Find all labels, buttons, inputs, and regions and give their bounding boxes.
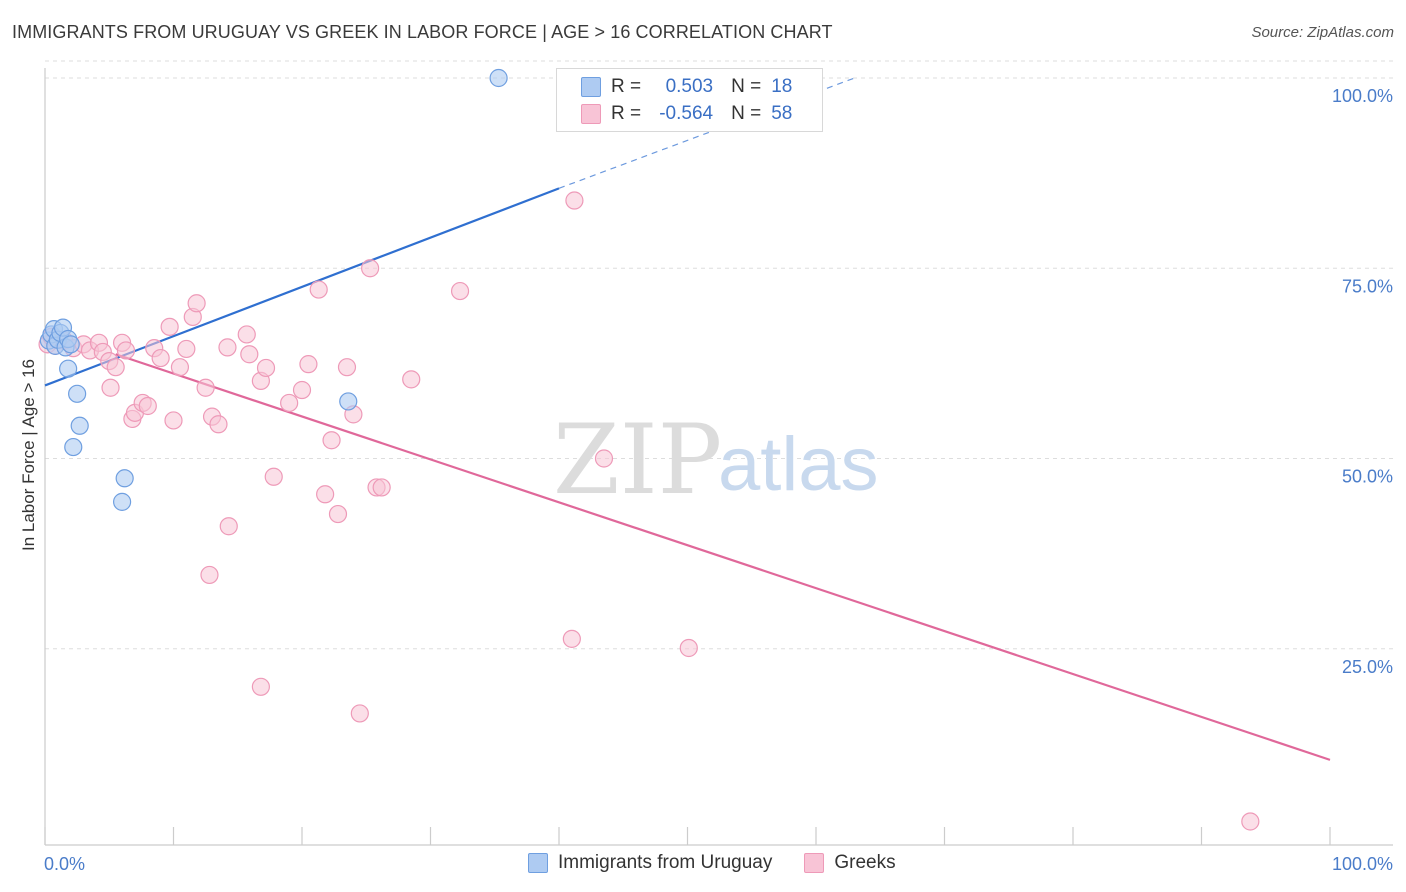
uruguay-point — [339, 392, 358, 411]
n-label: N = — [731, 103, 762, 124]
y-tick-label: 75.0% — [1342, 276, 1393, 296]
greeks-point — [160, 317, 179, 336]
greeks-point — [264, 467, 283, 486]
axis-layer — [44, 68, 1393, 846]
greeks-point — [316, 485, 335, 504]
greeks-swatch — [581, 104, 601, 124]
stats-legend: R = 0.503 N = 18 R = -0.564 N = 58 — [556, 68, 823, 132]
n-value: 18 — [771, 76, 793, 97]
r-label: R = — [611, 76, 642, 97]
greeks-point — [299, 355, 318, 374]
source-label: Source: ZipAtlas.com — [1251, 24, 1394, 41]
uruguay-legend-swatch — [528, 853, 548, 873]
uruguay-point — [68, 384, 87, 403]
y-axis-title: In Labor Force | Age > 16 — [19, 359, 38, 551]
r-label: R = — [611, 103, 642, 124]
legend-label-greeks: Greeks — [834, 852, 896, 873]
greeks-point — [594, 449, 614, 468]
y-tick-label: 25.0% — [1342, 657, 1393, 677]
r-value: 0.503 — [665, 76, 714, 97]
watermark: ZIP atlas — [553, 404, 879, 516]
greeks-point — [116, 341, 136, 360]
watermark-atlas: atlas — [718, 422, 879, 507]
greeks-point — [138, 396, 157, 416]
point-layer — [38, 68, 1260, 831]
legend-item-greeks[interactable]: Greeks — [804, 852, 896, 874]
greeks-point — [196, 378, 215, 397]
y-tick-label: 50.0% — [1342, 467, 1393, 487]
greeks-point — [450, 281, 470, 301]
stats-row-uruguay: R = 0.503 N = 18 — [557, 74, 792, 100]
greeks-point — [280, 393, 299, 413]
greeks-point — [219, 517, 238, 536]
uruguay-point — [70, 416, 89, 435]
greeks-point — [177, 339, 196, 359]
greeks-point — [350, 704, 369, 723]
greeks-point — [151, 348, 170, 368]
chart-title: IMMIGRANTS FROM URUGUAY VS GREEK IN LABO… — [12, 22, 833, 42]
greeks-point — [101, 378, 120, 397]
greeks-point — [218, 338, 237, 357]
greeks-trend-line — [115, 353, 1331, 761]
legend-item-uruguay[interactable]: Immigrants from Uruguay — [528, 852, 772, 874]
greeks-point — [187, 294, 206, 313]
greeks-point — [1241, 812, 1260, 831]
greeks-point — [170, 358, 190, 377]
label-layer: 25.0% 50.0% 75.0% 100.0% 0.0% 100.0% In Labor … — [19, 86, 1393, 874]
greeks-point — [562, 629, 581, 648]
greeks-point — [565, 191, 584, 210]
greeks-point — [209, 415, 228, 434]
uruguay-point — [489, 68, 508, 88]
uruguay-trend-extension — [558, 77, 855, 189]
greeks-point — [679, 638, 698, 658]
greeks-point — [292, 380, 312, 400]
greeks-point — [251, 677, 270, 696]
greeks-point — [322, 431, 341, 450]
y-tick-label: 100.0% — [1332, 86, 1393, 106]
greeks-point — [200, 565, 219, 585]
r-value: -0.564 — [659, 103, 714, 124]
uruguay-swatch — [581, 77, 601, 97]
uruguay-point — [112, 492, 132, 511]
greeks-point — [337, 358, 357, 377]
greeks-point — [256, 358, 276, 378]
uruguay-point — [59, 359, 78, 378]
greeks-point — [402, 370, 421, 389]
greeks-point — [309, 280, 328, 299]
uruguay-point — [64, 437, 83, 457]
uruguay-point — [61, 335, 80, 354]
greeks-legend-swatch — [804, 853, 825, 873]
greeks-point — [240, 345, 259, 364]
series-legend: Immigrants from Uruguay Greeks — [528, 852, 928, 874]
watermark-zip: ZIP — [553, 404, 722, 516]
legend-label-uruguay: Immigrants from Uruguay — [558, 852, 773, 873]
greeks-point — [106, 358, 125, 377]
n-value: 58 — [771, 103, 793, 124]
greeks-point — [361, 259, 380, 278]
x-tick-label: 0.0% — [44, 854, 85, 874]
greeks-point — [372, 478, 391, 497]
grid-layer — [45, 60, 1393, 650]
greeks-point — [164, 411, 183, 430]
greeks-point — [328, 504, 348, 524]
stats-row-greeks: R = -0.564 N = 58 — [557, 101, 792, 127]
greeks-point — [237, 325, 256, 344]
x-tick-label: 100.0% — [1332, 854, 1393, 874]
uruguay-point — [115, 469, 134, 488]
n-label: N = — [731, 76, 762, 97]
